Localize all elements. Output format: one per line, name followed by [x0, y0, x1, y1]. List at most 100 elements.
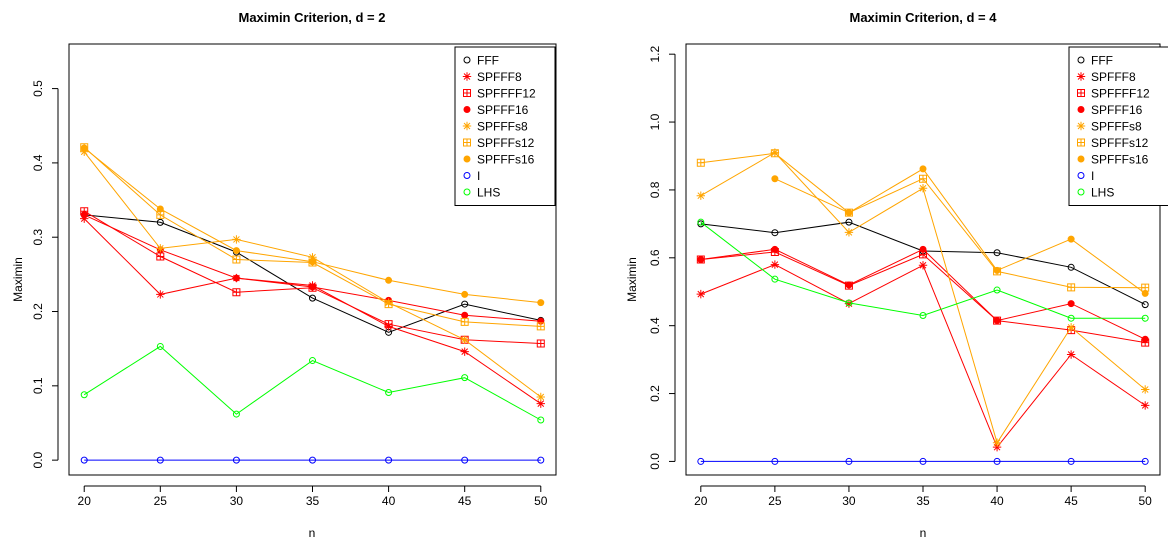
legend-item-lhs: LHS	[1077, 186, 1114, 200]
legend-item-spfffs8: SPFFFs8	[462, 120, 528, 134]
legend-item-spfffs12: SPFFFs12	[1077, 136, 1149, 150]
legend-label: SPFFFs8	[1091, 120, 1142, 134]
data-point-i	[1067, 457, 1075, 465]
series-line-lhs	[83, 345, 542, 421]
data-point-lhs	[697, 218, 705, 226]
data-point-lhs	[385, 389, 393, 397]
legend-item-lhs: LHS	[463, 186, 500, 200]
y-tick-label: 0.0	[31, 451, 45, 468]
y-tick-label: 0.2	[31, 303, 45, 320]
data-point-spfffs12	[1067, 283, 1076, 292]
data-point-lhs	[537, 416, 545, 424]
legend-item-i: I	[1077, 169, 1094, 183]
series-line-lhs	[700, 221, 1146, 319]
series-i	[80, 456, 545, 464]
legend-symbol	[463, 188, 471, 196]
series-spfff8	[80, 214, 545, 408]
y-tick-label: 0.2	[648, 385, 662, 402]
data-point-spfffs8	[536, 392, 545, 402]
legend-label: LHS	[477, 186, 500, 200]
legend-item-spfffs16: SPFFFs16	[463, 153, 535, 167]
data-point-spfffs16	[80, 144, 88, 152]
legend-label: SPFFFF12	[1091, 87, 1150, 101]
data-point-lhs	[993, 286, 1001, 294]
series-lhs	[697, 218, 1149, 322]
data-point-i	[771, 457, 779, 465]
y-tick-label: 0.0	[648, 453, 662, 470]
legend-box	[1068, 46, 1168, 206]
data-point-lhs	[156, 342, 164, 350]
legend-item-i: I	[463, 169, 480, 183]
data-point-spfffs16	[1067, 235, 1075, 243]
series-spfffs16	[80, 144, 545, 307]
legend-symbol	[1076, 72, 1086, 81]
legend-symbol	[463, 138, 471, 147]
series-line-spffff12	[83, 210, 541, 344]
x-tick-label: 20	[694, 494, 708, 508]
data-point-fff	[1067, 263, 1075, 271]
x-axis-label: n	[920, 526, 927, 540]
data-point-lhs	[80, 391, 88, 399]
legend-symbol	[1077, 106, 1085, 113]
data-point-i	[993, 457, 1001, 465]
data-point-spfff16	[309, 283, 316, 291]
x-tick-label: 50	[534, 494, 548, 508]
legend-symbol	[462, 121, 472, 131]
legend-item-spfffs12: SPFFFs12	[463, 136, 535, 150]
legend: FFF SPFFF8 SPFFFF12 SPFFF16 SPFFFs8 SPFFFs12 S…	[1068, 46, 1168, 206]
legend-symbol	[1077, 89, 1085, 97]
x-tick-label: 20	[78, 494, 92, 508]
y-tick-label: 0.3	[31, 229, 45, 246]
data-point-spfffs8	[844, 228, 854, 237]
data-point-spfffs16	[919, 165, 927, 173]
legend-label: I	[477, 169, 480, 183]
data-point-lhs	[232, 410, 240, 418]
data-point-spfffs12	[384, 300, 393, 309]
legend-label: SPFFFs8	[477, 120, 528, 134]
legend-label: SPFFF8	[1091, 70, 1136, 84]
legend-label: SPFFFs12	[477, 136, 535, 150]
series-spfff8	[696, 260, 1150, 452]
data-point-spfff16	[771, 245, 779, 253]
data-point-spfffs8	[156, 244, 165, 253]
x-tick-label: 30	[230, 494, 244, 508]
legend-symbol	[463, 89, 471, 97]
x-tick-label: 35	[916, 494, 930, 508]
data-point-fff	[993, 249, 1001, 257]
data-point-spffff12	[384, 320, 393, 329]
legend-symbol	[1077, 172, 1085, 179]
data-point-spfff16	[1141, 335, 1149, 343]
x-tick-label: 40	[382, 494, 396, 508]
legend-label: SPFFF8	[477, 70, 522, 84]
data-point-fff	[1141, 301, 1149, 309]
data-point-spfff8	[1066, 350, 1076, 359]
data-point-spfffs8	[1066, 323, 1076, 332]
data-point-lhs	[1067, 314, 1075, 322]
x-tick-label: 45	[1064, 494, 1078, 508]
data-point-spfff8	[80, 214, 89, 223]
y-tick-label: 1.0	[648, 113, 662, 130]
data-point-spfff16	[993, 317, 1001, 325]
x-tick-label: 30	[842, 494, 856, 508]
data-point-spfffs16	[993, 266, 1001, 274]
data-point-spfff8	[536, 399, 545, 408]
legend-symbol	[1077, 155, 1085, 163]
data-point-spfffs16	[232, 247, 240, 255]
data-point-i	[845, 457, 853, 465]
data-point-i	[919, 457, 927, 465]
data-point-spfff8	[460, 347, 469, 356]
y-tick-label: 0.1	[31, 377, 45, 394]
data-point-i	[232, 456, 240, 464]
data-point-spfffs12	[770, 149, 779, 158]
data-point-spfffs12	[696, 158, 705, 167]
legend-item-spffff12: SPFFFF12	[463, 87, 536, 101]
y-axis-label: Maximin	[625, 257, 639, 302]
chart-title: Maximin Criterion, d = 2	[238, 10, 385, 25]
series-line-spfff8	[700, 264, 1146, 449]
series-spfff16	[697, 245, 1149, 343]
data-point-spfffs16	[1141, 289, 1149, 297]
y-tick-label: 1.2	[648, 46, 662, 63]
data-point-spfffs16	[156, 205, 164, 213]
data-point-lhs	[309, 357, 316, 365]
y-tick-label: 0.5	[31, 80, 45, 97]
